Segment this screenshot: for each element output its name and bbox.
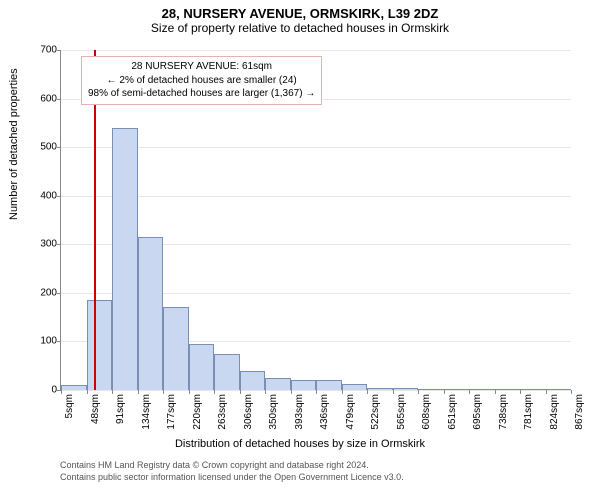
x-tick-mark: [393, 390, 394, 394]
annotation-box: 28 NURSERY AVENUE: 61sqm ← 2% of detache…: [81, 56, 322, 105]
x-tick-mark: [495, 390, 496, 394]
x-tick-label: 522sqm: [370, 394, 381, 430]
x-tick-label: 695sqm: [472, 394, 483, 430]
x-tick-mark: [291, 390, 292, 394]
x-tick-label: 177sqm: [166, 394, 177, 430]
x-tick-mark: [265, 390, 266, 394]
footer-line-1: Contains HM Land Registry data © Crown c…: [60, 460, 404, 472]
x-tick-mark: [61, 390, 62, 394]
histogram-bar: [316, 380, 342, 390]
x-tick-mark: [418, 390, 419, 394]
x-tick-label: 220sqm: [192, 394, 203, 430]
x-tick-mark: [367, 390, 368, 394]
x-tick-label: 5sqm: [64, 394, 75, 418]
x-tick-label: 350sqm: [268, 394, 279, 430]
footer-attribution: Contains HM Land Registry data © Crown c…: [60, 460, 404, 483]
page-subtitle: Size of property relative to detached ho…: [0, 21, 600, 39]
x-tick-label: 306sqm: [243, 394, 254, 430]
annotation-line-3: 98% of semi-detached houses are larger (…: [88, 87, 315, 101]
x-axis-label: Distribution of detached houses by size …: [0, 438, 600, 450]
y-tick-mark: [57, 244, 61, 245]
y-tick-mark: [57, 293, 61, 294]
page-title: 28, NURSERY AVENUE, ORMSKIRK, L39 2DZ: [0, 0, 600, 21]
x-tick-label: 824sqm: [549, 394, 560, 430]
histogram-bar: [138, 237, 164, 390]
x-tick-label: 651sqm: [447, 394, 458, 430]
y-tick-mark: [57, 341, 61, 342]
x-tick-label: 48sqm: [90, 394, 101, 424]
chart-container: 28, NURSERY AVENUE, ORMSKIRK, L39 2DZ Si…: [0, 0, 600, 500]
x-tick-mark: [469, 390, 470, 394]
gridline: [61, 147, 571, 148]
y-axis-label: Number of detached properties: [8, 68, 20, 220]
histogram-bar: [546, 389, 572, 390]
x-tick-label: 263sqm: [217, 394, 228, 430]
x-tick-mark: [214, 390, 215, 394]
x-tick-mark: [163, 390, 164, 394]
x-tick-mark: [240, 390, 241, 394]
x-tick-label: 91sqm: [115, 394, 126, 424]
histogram-bar: [163, 307, 189, 390]
annotation-line-1: 28 NURSERY AVENUE: 61sqm: [88, 60, 315, 74]
x-tick-mark: [520, 390, 521, 394]
x-tick-mark: [316, 390, 317, 394]
annotation-line-2: ← 2% of detached houses are smaller (24): [88, 74, 315, 88]
x-tick-mark: [189, 390, 190, 394]
y-tick-mark: [57, 50, 61, 51]
gridline: [61, 196, 571, 197]
x-tick-mark: [112, 390, 113, 394]
histogram-bar: [265, 378, 291, 390]
histogram-bar: [87, 300, 113, 390]
x-tick-label: 738sqm: [498, 394, 509, 430]
x-tick-mark: [87, 390, 88, 394]
histogram-bar: [520, 389, 546, 390]
x-tick-label: 436sqm: [319, 394, 330, 430]
x-tick-mark: [546, 390, 547, 394]
x-tick-label: 565sqm: [396, 394, 407, 430]
gridline: [61, 50, 571, 51]
x-tick-mark: [138, 390, 139, 394]
histogram-bar: [112, 128, 138, 390]
y-tick-mark: [57, 99, 61, 100]
x-tick-label: 608sqm: [421, 394, 432, 430]
histogram-plot: 01002003004005006007005sqm48sqm91sqm134s…: [60, 50, 571, 391]
histogram-bar: [342, 384, 368, 390]
x-tick-label: 134sqm: [141, 394, 152, 430]
x-tick-label: 867sqm: [574, 394, 585, 430]
x-tick-label: 393sqm: [294, 394, 305, 430]
x-tick-mark: [571, 390, 572, 394]
footer-line-2: Contains public sector information licen…: [60, 472, 404, 484]
histogram-bar: [495, 389, 521, 390]
x-tick-label: 781sqm: [523, 394, 534, 430]
histogram-bar: [393, 388, 419, 390]
histogram-bar: [367, 388, 393, 390]
histogram-bar: [418, 389, 444, 390]
histogram-bar: [291, 380, 317, 390]
histogram-bar: [444, 389, 470, 390]
histogram-bar: [61, 385, 87, 390]
histogram-bar: [189, 344, 215, 390]
histogram-bar: [240, 371, 266, 390]
y-tick-mark: [57, 147, 61, 148]
x-tick-label: 479sqm: [345, 394, 356, 430]
y-tick-mark: [57, 196, 61, 197]
histogram-bar: [469, 389, 495, 390]
histogram-bar: [214, 354, 240, 390]
x-tick-mark: [342, 390, 343, 394]
x-tick-mark: [444, 390, 445, 394]
